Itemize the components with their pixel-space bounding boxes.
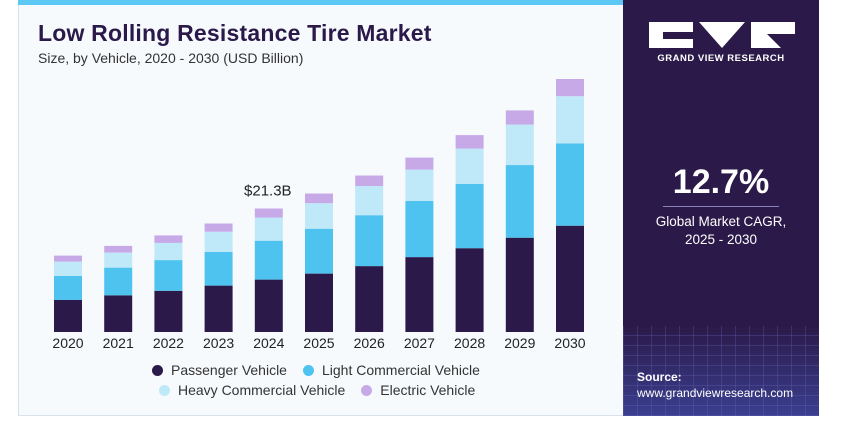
- cagr-label-line2: 2025 - 2030: [684, 232, 758, 247]
- bar-passenger-vehicle-2029: [505, 237, 534, 332]
- bar-passenger-vehicle-2020: [54, 299, 82, 332]
- cagr-divider: [663, 206, 779, 207]
- legend-label-electric: Electric Vehicle: [380, 382, 476, 398]
- legend-label-passenger: Passenger Vehicle: [171, 362, 287, 378]
- legend-swatch-passenger: [152, 364, 163, 376]
- cagr-label: Global Market CAGR, 2025 - 2030: [623, 213, 819, 249]
- legend-item-light-commercial: Light Commercial Vehicle: [302, 362, 480, 378]
- sidebar-panel: GRAND VIEW RESEARCH 12.7% Global Market …: [623, 0, 819, 416]
- bar-passenger-vehicle-2028: [455, 248, 484, 332]
- bar-electric-vehicle-2028: [455, 135, 484, 149]
- bar-heavy-commercial-vehicle-2024: [254, 217, 283, 241]
- bar-heavy-commercial-vehicle-2026: [355, 186, 384, 216]
- chart-title: Low Rolling Resistance Tire Market: [38, 20, 432, 46]
- x-tick-label-2025: 2025: [303, 335, 334, 351]
- bar-heavy-commercial-vehicle-2022: [154, 242, 183, 261]
- bar-light-commercial-vehicle-2030: [556, 143, 584, 226]
- bar-light-commercial-vehicle-2021: [104, 267, 133, 296]
- bar-heavy-commercial-vehicle-2025: [305, 203, 333, 229]
- sidebar-grid-decoration: [623, 326, 819, 416]
- legend-item-heavy-commercial: Heavy Commercial Vehicle: [159, 382, 345, 398]
- source-link[interactable]: www.grandviewresearch.com: [637, 386, 794, 400]
- legend-label-heavy-commercial: Heavy Commercial Vehicle: [178, 382, 346, 398]
- bar-electric-vehicle-2025: [305, 193, 333, 204]
- bar-light-commercial-vehicle-2026: [355, 215, 384, 267]
- x-tick-label-2028: 2028: [454, 335, 485, 351]
- bar-passenger-vehicle-2024: [254, 279, 283, 332]
- bar-light-commercial-vehicle-2029: [505, 165, 534, 238]
- bar-passenger-vehicle-2030: [556, 225, 584, 332]
- legend-row-1: Passenger Vehicle Light Commercial Vehic…: [152, 362, 480, 378]
- bar-passenger-vehicle-2025: [305, 273, 333, 332]
- x-tick-label-2023: 2023: [203, 335, 234, 351]
- bar-electric-vehicle-2030: [556, 79, 584, 97]
- brand-name: GRAND VIEW RESEARCH: [657, 53, 785, 64]
- grand-view-research-logo: [649, 22, 795, 48]
- accent-bar: [18, 0, 623, 5]
- bar-passenger-vehicle-2022: [154, 290, 183, 332]
- legend-item-electric: Electric Vehicle: [361, 382, 475, 398]
- bar-light-commercial-vehicle-2022: [154, 260, 183, 291]
- bar-heavy-commercial-vehicle-2020: [54, 261, 82, 276]
- x-tick-label-2022: 2022: [153, 335, 184, 351]
- bar-light-commercial-vehicle-2024: [254, 240, 283, 280]
- chart-subtitle: Size, by Vehicle, 2020 - 2030 (USD Billi…: [38, 50, 304, 66]
- legend-item-passenger: Passenger Vehicle: [152, 362, 287, 378]
- x-tick-label-2029: 2029: [504, 335, 535, 351]
- bar-electric-vehicle-2029: [505, 110, 534, 125]
- bar-passenger-vehicle-2027: [405, 257, 434, 332]
- bar-electric-vehicle-2021: [104, 245, 133, 253]
- bar-light-commercial-vehicle-2027: [405, 201, 434, 258]
- bar-passenger-vehicle-2026: [355, 266, 384, 332]
- bar-heavy-commercial-vehicle-2028: [455, 148, 484, 184]
- bar-light-commercial-vehicle-2023: [204, 251, 233, 286]
- legend-swatch-light-commercial: [302, 364, 314, 376]
- bar-light-commercial-vehicle-2020: [54, 275, 82, 300]
- stacked-bar-chart: 2020 2021 2022 2023 2024 $21.3B 2025 2026 2027 20…: [52, 79, 586, 351]
- bar-heavy-commercial-vehicle-2021: [104, 252, 133, 268]
- legend-label-light-commercial: Light Commercial Vehicle: [321, 362, 480, 378]
- legend-swatch-heavy-commercial: [159, 384, 170, 396]
- data-label-2024: $21.3B: [244, 183, 292, 200]
- x-tick-label-2024: 2024: [253, 335, 284, 351]
- bar-electric-vehicle-2024: [254, 208, 283, 218]
- bar-heavy-commercial-vehicle-2023: [204, 231, 233, 252]
- bar-electric-vehicle-2020: [54, 255, 82, 262]
- bar-heavy-commercial-vehicle-2027: [405, 169, 434, 201]
- x-tick-label-2026: 2026: [354, 335, 385, 351]
- bar-heavy-commercial-vehicle-2029: [505, 124, 534, 165]
- bar-electric-vehicle-2026: [355, 175, 384, 186]
- bar-passenger-vehicle-2021: [104, 295, 133, 332]
- legend-swatch-electric: [361, 384, 373, 396]
- bar-heavy-commercial-vehicle-2030: [556, 96, 584, 144]
- bar-electric-vehicle-2023: [204, 223, 233, 232]
- cagr-value: 12.7%: [672, 163, 770, 201]
- bar-light-commercial-vehicle-2025: [305, 228, 333, 274]
- bar-electric-vehicle-2022: [154, 235, 183, 243]
- cagr-label-line1: Global Market CAGR,: [655, 214, 787, 229]
- bar-electric-vehicle-2027: [405, 157, 434, 170]
- x-tick-label-2027: 2027: [404, 335, 435, 351]
- legend-row-2: Heavy Commercial Vehicle Electric Vehicl…: [159, 382, 475, 398]
- x-tick-label-2020: 2020: [52, 335, 83, 351]
- bar-light-commercial-vehicle-2028: [455, 183, 484, 249]
- x-tick-label-2021: 2021: [103, 335, 134, 351]
- x-tick-label-2030: 2030: [554, 335, 585, 351]
- source-label: Source:: [637, 370, 682, 384]
- bar-passenger-vehicle-2023: [204, 285, 233, 332]
